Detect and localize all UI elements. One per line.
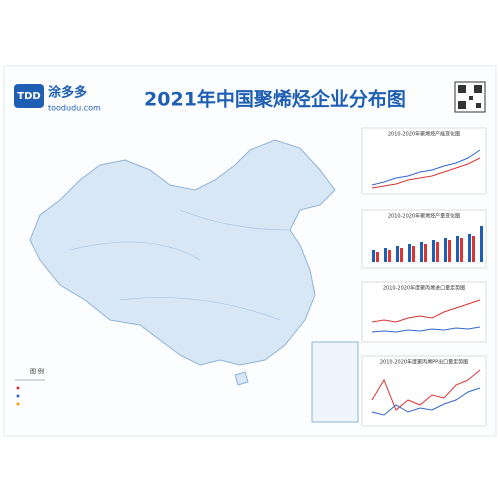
china-map bbox=[29, 139, 336, 366]
side-chart-title: 2010-2020年度聚丙烯进口量走势图 bbox=[383, 285, 465, 292]
brand: 涂多多 bbox=[48, 85, 87, 101]
site: toodudu.com bbox=[48, 104, 101, 113]
side-chart-title: 2010-2020年度聚丙烯PP出口量走势图 bbox=[380, 359, 468, 366]
legend-title: 图 例 bbox=[30, 368, 44, 376]
map-lines bbox=[69, 209, 291, 321]
side-chart: 2010-2020年聚烯烃产能变化图 bbox=[361, 127, 487, 195]
qr-code bbox=[454, 81, 486, 113]
side-chart-title: 2010-2020年聚烯烃产能变化图 bbox=[388, 131, 460, 138]
side-charts: 2010-2020年聚烯烃产能变化图 2010-2020年聚烯烃产量变化图 20… bbox=[361, 127, 487, 427]
logo-mark: TDD bbox=[17, 91, 40, 102]
side-chart: 2010-2020年度聚丙烯进口量走势图 bbox=[361, 281, 487, 343]
side-chart-title: 2010-2020年聚烯烃产量变化图 bbox=[388, 213, 460, 220]
logo-badge bbox=[14, 84, 44, 108]
south-sea-inset bbox=[311, 341, 359, 423]
legend: 图 例 bbox=[15, 368, 45, 406]
logo: TDD 涂多多 toodudu.com bbox=[14, 84, 101, 113]
side-chart: 2010-2020年度聚丙烯PP出口量走势图 bbox=[361, 355, 487, 427]
poster-title: 2021年中国聚烯烃企业分布图 bbox=[144, 88, 406, 111]
hainan bbox=[234, 371, 249, 386]
side-chart: 2010-2020年聚烯烃产量变化图 bbox=[361, 209, 487, 269]
